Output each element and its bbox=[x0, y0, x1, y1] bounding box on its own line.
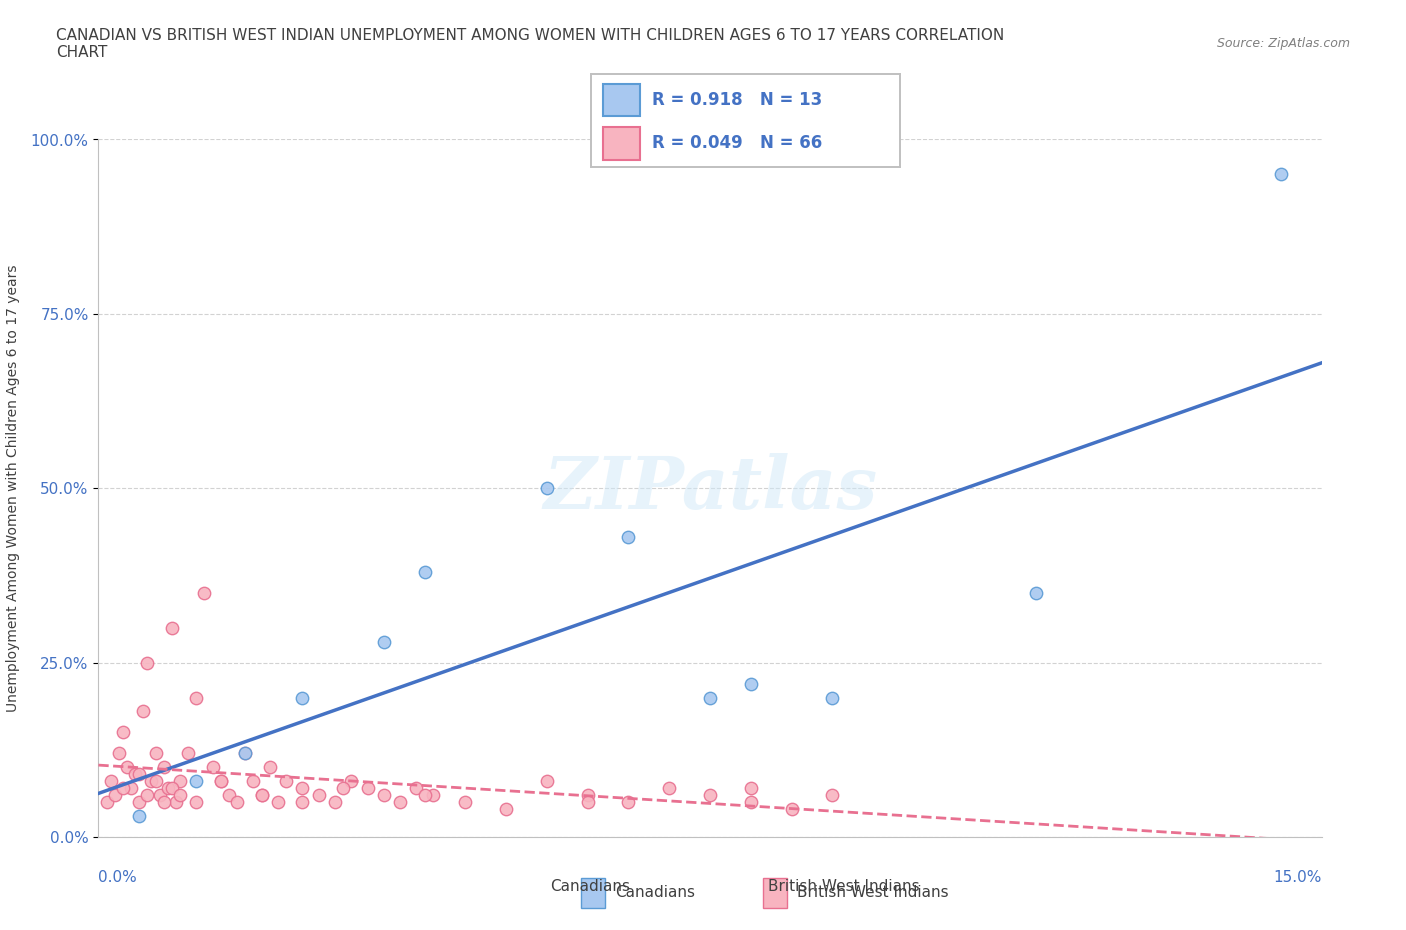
Point bbox=[169, 774, 191, 789]
Point bbox=[169, 788, 191, 803]
Point bbox=[120, 781, 142, 796]
Text: British West Indians: British West Indians bbox=[797, 885, 949, 900]
Point bbox=[111, 781, 134, 796]
Text: Canadians: Canadians bbox=[616, 885, 695, 900]
Point bbox=[740, 676, 762, 691]
Point bbox=[104, 788, 127, 803]
Point bbox=[96, 794, 118, 809]
Text: British West Indians: British West Indians bbox=[768, 879, 920, 894]
Point bbox=[323, 794, 346, 809]
Text: R = 0.049   N = 66: R = 0.049 N = 66 bbox=[652, 134, 823, 153]
Point bbox=[132, 704, 155, 719]
Bar bbox=[581, 878, 606, 908]
Point bbox=[308, 788, 330, 803]
Point bbox=[218, 788, 240, 803]
Point bbox=[226, 794, 249, 809]
Point bbox=[291, 690, 314, 705]
Point bbox=[233, 746, 256, 761]
Point bbox=[128, 809, 150, 824]
Point bbox=[165, 794, 187, 809]
Point bbox=[340, 774, 363, 789]
Text: CANADIAN VS BRITISH WEST INDIAN UNEMPLOYMENT AMONG WOMEN WITH CHILDREN AGES 6 TO: CANADIAN VS BRITISH WEST INDIAN UNEMPLOY… bbox=[56, 28, 1004, 60]
Point bbox=[373, 634, 395, 649]
Text: 15.0%: 15.0% bbox=[1274, 870, 1322, 884]
Point bbox=[128, 794, 150, 809]
Point bbox=[274, 774, 297, 789]
Point bbox=[405, 781, 427, 796]
Text: R = 0.918   N = 13: R = 0.918 N = 13 bbox=[652, 90, 823, 109]
Point bbox=[160, 620, 183, 635]
Point bbox=[233, 746, 256, 761]
Point bbox=[740, 781, 762, 796]
Point bbox=[576, 794, 599, 809]
Point bbox=[576, 788, 599, 803]
Point bbox=[145, 746, 167, 761]
Point bbox=[136, 655, 159, 670]
Point bbox=[193, 586, 215, 601]
Point bbox=[291, 794, 314, 809]
Point bbox=[536, 774, 558, 789]
Point bbox=[141, 774, 163, 789]
Point bbox=[149, 788, 172, 803]
Point bbox=[617, 794, 640, 809]
Point bbox=[136, 788, 159, 803]
Point bbox=[1025, 586, 1047, 601]
Point bbox=[699, 788, 721, 803]
Point bbox=[128, 766, 150, 781]
Point bbox=[250, 788, 273, 803]
Point bbox=[242, 774, 264, 789]
Point bbox=[389, 794, 412, 809]
Point bbox=[422, 788, 444, 803]
Point bbox=[259, 760, 281, 775]
Point bbox=[177, 746, 200, 761]
Text: Canadians: Canadians bbox=[551, 879, 630, 894]
Text: ZIPatlas: ZIPatlas bbox=[543, 453, 877, 524]
Point bbox=[186, 690, 208, 705]
FancyBboxPatch shape bbox=[603, 127, 640, 160]
Point bbox=[186, 794, 208, 809]
Point bbox=[201, 760, 224, 775]
Point bbox=[658, 781, 681, 796]
Point bbox=[454, 794, 477, 809]
Point bbox=[821, 690, 844, 705]
Point bbox=[152, 760, 174, 775]
Point bbox=[536, 481, 558, 496]
Text: 0.0%: 0.0% bbox=[98, 870, 138, 884]
Point bbox=[780, 802, 803, 817]
Point bbox=[160, 781, 183, 796]
Point bbox=[373, 788, 395, 803]
Point bbox=[356, 781, 378, 796]
Point bbox=[291, 781, 314, 796]
Y-axis label: Unemployment Among Women with Children Ages 6 to 17 years: Unemployment Among Women with Children A… bbox=[6, 264, 20, 712]
Point bbox=[152, 794, 174, 809]
Point bbox=[495, 802, 517, 817]
Point bbox=[1270, 167, 1292, 182]
Point bbox=[332, 781, 354, 796]
Point bbox=[145, 774, 167, 789]
Point bbox=[124, 766, 146, 781]
Point bbox=[699, 690, 721, 705]
Point bbox=[209, 774, 232, 789]
Point bbox=[740, 794, 762, 809]
Point bbox=[209, 774, 232, 789]
Point bbox=[821, 788, 844, 803]
FancyBboxPatch shape bbox=[603, 84, 640, 116]
Point bbox=[617, 530, 640, 545]
Point bbox=[100, 774, 122, 789]
Bar bbox=[762, 878, 787, 908]
Point bbox=[267, 794, 290, 809]
Point bbox=[115, 760, 138, 775]
Point bbox=[111, 725, 134, 740]
Point bbox=[108, 746, 131, 761]
Point bbox=[156, 781, 179, 796]
Point bbox=[413, 788, 436, 803]
Point bbox=[250, 788, 273, 803]
Point bbox=[186, 774, 208, 789]
Point bbox=[413, 565, 436, 579]
Text: Source: ZipAtlas.com: Source: ZipAtlas.com bbox=[1216, 37, 1350, 50]
